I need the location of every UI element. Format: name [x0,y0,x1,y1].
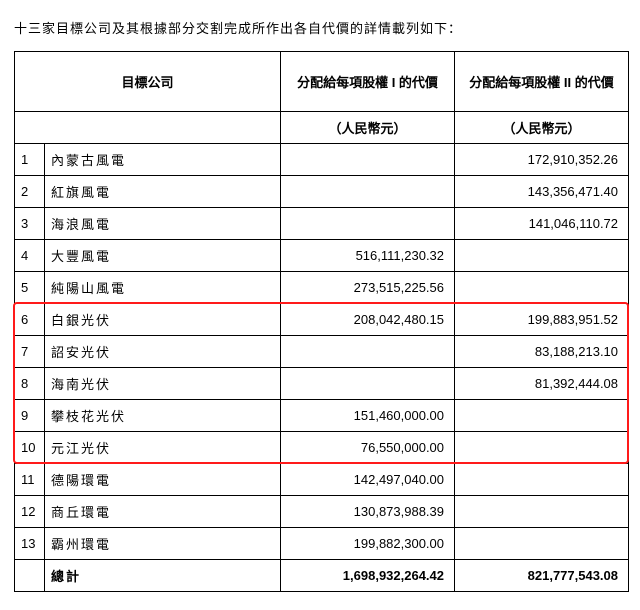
table-row: 5純陽山風電273,515,225.56 [15,272,629,304]
header-col-a: 分配給每項股權 I 的代價 [281,52,455,112]
total-a: 1,698,932,264.42 [281,560,455,592]
cell-idx: 2 [15,176,45,208]
table-row: 11德陽環電142,497,040.00 [15,464,629,496]
cell-b [455,432,629,464]
cell-idx: 7 [15,336,45,368]
total-label: 總計 [45,560,281,592]
cell-a: 130,873,988.39 [281,496,455,528]
table-row: 7詔安光伏 83,188,213.10 [15,336,629,368]
intro-text: 十三家目標公司及其根據部分交割完成所作出各自代價的詳情載列如下： [14,18,626,37]
table-wrapper: 目標公司 分配給每項股權 I 的代價 分配給每項股權 II 的代價 （人民幣元）… [14,51,626,592]
cell-b [455,496,629,528]
cell-idx: 1 [15,144,45,176]
table-body: 1內蒙古風電172,910,352.262紅旗風電143,356,471.403… [15,144,629,592]
cell-b [455,528,629,560]
cell-idx: 8 [15,368,45,400]
cell-name: 攀枝花光伏 [45,400,281,432]
cell-a: 151,460,000.00 [281,400,455,432]
header-unit-a: （人民幣元） [281,112,455,144]
cell-b [455,240,629,272]
cell-b: 199,883,951.52 [455,304,629,336]
cell-a: 199,882,300.00 [281,528,455,560]
cell-idx: 9 [15,400,45,432]
cell-a [281,176,455,208]
cell-a: 273,515,225.56 [281,272,455,304]
table-row: 6白銀光伏208,042,480.15199,883,951.52 [15,304,629,336]
cell-b [455,464,629,496]
table-row: 2紅旗風電 143,356,471.40 [15,176,629,208]
cell-name: 海浪風電 [45,208,281,240]
total-row: 總計1,698,932,264.42821,777,543.08 [15,560,629,592]
cell-idx: 12 [15,496,45,528]
table-row: 12商丘環電130,873,988.39 [15,496,629,528]
cell-b [455,400,629,432]
cell-idx: 6 [15,304,45,336]
header-blank [15,112,281,144]
table-row: 3海浪風電 141,046,110.72 [15,208,629,240]
header-col-b: 分配給每項股權 II 的代價 [455,52,629,112]
cell-name: 內蒙古風電 [45,144,281,176]
table-row: 1內蒙古風電 172,910,352.26 [15,144,629,176]
table-row: 9攀枝花光伏151,460,000.00 [15,400,629,432]
cell-name: 元江光伏 [45,432,281,464]
total-blank [15,560,45,592]
table-row: 13霸州環電199,882,300.00 [15,528,629,560]
cell-b: 143,356,471.40 [455,176,629,208]
cell-idx: 5 [15,272,45,304]
cell-idx: 11 [15,464,45,496]
table-row: 10元江光伏76,550,000.00 [15,432,629,464]
cell-name: 詔安光伏 [45,336,281,368]
cell-idx: 3 [15,208,45,240]
cell-b: 83,188,213.10 [455,336,629,368]
cell-a [281,208,455,240]
cell-b: 81,392,444.08 [455,368,629,400]
cell-b: 172,910,352.26 [455,144,629,176]
allocation-table: 目標公司 分配給每項股權 I 的代價 分配給每項股權 II 的代價 （人民幣元）… [14,51,629,592]
cell-b [455,272,629,304]
cell-name: 德陽環電 [45,464,281,496]
table-row: 4大豐風電516,111,230.32 [15,240,629,272]
cell-name: 純陽山風電 [45,272,281,304]
cell-a [281,368,455,400]
cell-name: 霸州環電 [45,528,281,560]
header-company: 目標公司 [15,52,281,112]
cell-a: 208,042,480.15 [281,304,455,336]
table-row: 8海南光伏 81,392,444.08 [15,368,629,400]
cell-idx: 10 [15,432,45,464]
cell-name: 白銀光伏 [45,304,281,336]
header-unit-b: （人民幣元） [455,112,629,144]
cell-name: 紅旗風電 [45,176,281,208]
cell-b: 141,046,110.72 [455,208,629,240]
cell-a [281,336,455,368]
cell-idx: 13 [15,528,45,560]
cell-a: 516,111,230.32 [281,240,455,272]
cell-a: 142,497,040.00 [281,464,455,496]
total-b: 821,777,543.08 [455,560,629,592]
cell-name: 商丘環電 [45,496,281,528]
cell-a: 76,550,000.00 [281,432,455,464]
cell-name: 海南光伏 [45,368,281,400]
cell-name: 大豐風電 [45,240,281,272]
cell-idx: 4 [15,240,45,272]
cell-a [281,144,455,176]
